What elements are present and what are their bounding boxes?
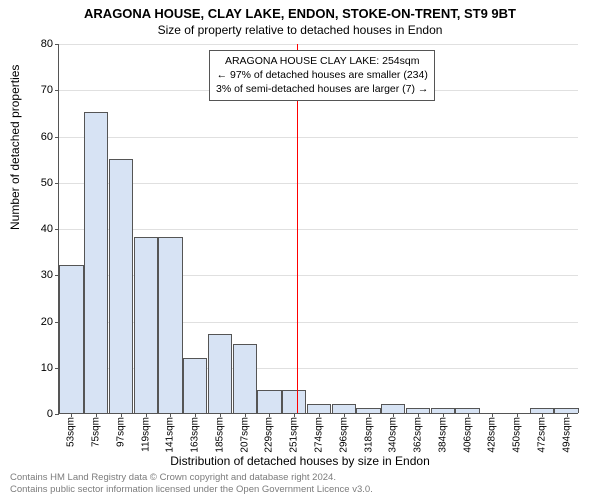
annotation-box: ARAGONA HOUSE CLAY LAKE: 254sqm← 97% of … (209, 50, 435, 101)
xtick-label: 274sqm (314, 417, 325, 453)
histogram-bar (257, 390, 281, 413)
ytick-label: 80 (41, 38, 53, 50)
xtick-label: 75sqm (91, 417, 102, 447)
histogram-bar (282, 390, 306, 413)
annotation-line: ← 97% of detached houses are smaller (23… (216, 68, 428, 82)
y-axis-label: Number of detached properties (8, 65, 22, 230)
xtick-label: 428sqm (487, 417, 498, 453)
xtick-label: 207sqm (239, 417, 250, 453)
ytick-label: 70 (41, 84, 53, 96)
xtick-label: 163sqm (190, 417, 201, 453)
ytick-mark (55, 183, 59, 184)
xtick-label: 384sqm (437, 417, 448, 453)
ytick-mark (55, 44, 59, 45)
gridline (59, 137, 578, 138)
histogram-bar (158, 237, 182, 413)
xtick-label: 406sqm (462, 417, 473, 453)
histogram-bar (59, 265, 83, 413)
page-subtitle: Size of property relative to detached ho… (0, 21, 600, 41)
xtick-label: 318sqm (363, 417, 374, 453)
ytick-label: 50 (41, 177, 53, 189)
x-axis-label: Distribution of detached houses by size … (0, 454, 600, 468)
annotation-line: ARAGONA HOUSE CLAY LAKE: 254sqm (216, 54, 428, 68)
chart-area: 0102030405060708053sqm75sqm97sqm119sqm14… (58, 44, 578, 414)
xtick-label: 472sqm (536, 417, 547, 453)
xtick-label: 97sqm (115, 417, 126, 447)
histogram-bar (233, 344, 257, 413)
histogram-bar (134, 237, 158, 413)
gridline (59, 183, 578, 184)
histogram-bar (307, 404, 331, 413)
histogram-bar (183, 358, 207, 414)
xtick-label: 229sqm (264, 417, 275, 453)
ytick-label: 10 (41, 362, 53, 374)
xtick-label: 494sqm (561, 417, 572, 453)
xtick-label: 53sqm (66, 417, 77, 447)
gridline (59, 229, 578, 230)
histogram-bar (381, 404, 405, 413)
ytick-mark (55, 229, 59, 230)
xtick-label: 296sqm (338, 417, 349, 453)
histogram-bar (109, 159, 133, 413)
histogram-bar (208, 334, 232, 413)
plot-area: 0102030405060708053sqm75sqm97sqm119sqm14… (58, 44, 578, 414)
xtick-label: 185sqm (214, 417, 225, 453)
ytick-label: 60 (41, 131, 53, 143)
annotation-line: 3% of semi-detached houses are larger (7… (216, 82, 428, 96)
ytick-label: 0 (47, 408, 53, 420)
footer-line: Contains public sector information licen… (10, 484, 373, 496)
ytick-label: 40 (41, 223, 53, 235)
ytick-mark (55, 90, 59, 91)
xtick-label: 251sqm (289, 417, 300, 453)
ytick-label: 30 (41, 269, 53, 281)
xtick-label: 450sqm (512, 417, 523, 453)
xtick-label: 141sqm (165, 417, 176, 453)
ytick-mark (55, 137, 59, 138)
ytick-mark (55, 414, 59, 415)
footer-line: Contains HM Land Registry data © Crown c… (10, 472, 373, 484)
page-title: ARAGONA HOUSE, CLAY LAKE, ENDON, STOKE-O… (0, 0, 600, 21)
gridline (59, 44, 578, 45)
histogram-bar (332, 404, 356, 413)
histogram-bar (84, 112, 108, 413)
footer-attribution: Contains HM Land Registry data © Crown c… (10, 472, 373, 496)
xtick-label: 340sqm (388, 417, 399, 453)
xtick-label: 362sqm (413, 417, 424, 453)
xtick-label: 119sqm (140, 417, 151, 452)
ytick-label: 20 (41, 316, 53, 328)
